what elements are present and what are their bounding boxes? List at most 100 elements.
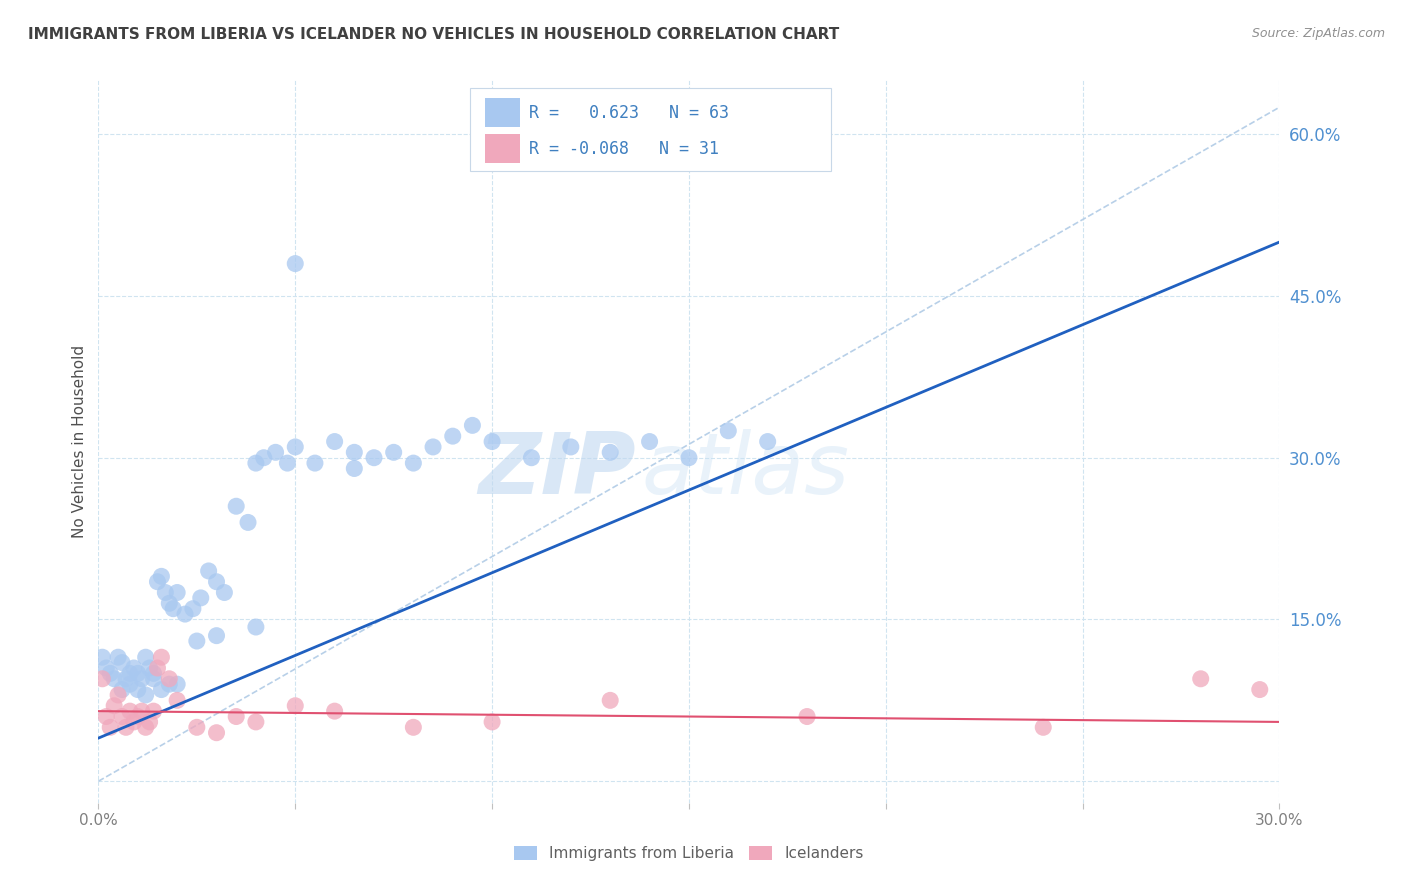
- Point: [146, 661, 169, 675]
- Point: [1032, 720, 1054, 734]
- Point: [142, 704, 165, 718]
- Text: IMMIGRANTS FROM LIBERIA VS ICELANDER NO VEHICLES IN HOUSEHOLD CORRELATION CHART: IMMIGRANTS FROM LIBERIA VS ICELANDER NO …: [28, 27, 839, 42]
- Point: [382, 445, 405, 459]
- Point: [91, 650, 114, 665]
- Point: [135, 720, 157, 734]
- Legend: Immigrants from Liberia, Icelanders: Immigrants from Liberia, Icelanders: [508, 840, 870, 867]
- Point: [236, 516, 259, 530]
- Point: [197, 564, 219, 578]
- Point: [150, 569, 173, 583]
- Point: [138, 714, 160, 729]
- Point: [422, 440, 444, 454]
- Point: [98, 720, 121, 734]
- Point: [186, 720, 208, 734]
- Point: [717, 424, 740, 438]
- Point: [363, 450, 385, 465]
- Point: [122, 714, 145, 729]
- Point: [157, 596, 180, 610]
- Point: [166, 677, 188, 691]
- Point: [142, 672, 165, 686]
- Point: [264, 445, 287, 459]
- Text: Source: ZipAtlas.com: Source: ZipAtlas.com: [1251, 27, 1385, 40]
- Point: [127, 682, 149, 697]
- Point: [107, 688, 129, 702]
- Point: [142, 666, 165, 681]
- Point: [284, 440, 307, 454]
- Point: [343, 461, 366, 475]
- Point: [135, 688, 157, 702]
- Point: [162, 601, 184, 615]
- Point: [284, 698, 307, 713]
- Point: [115, 672, 138, 686]
- Point: [115, 720, 138, 734]
- Point: [111, 656, 134, 670]
- Point: [599, 445, 621, 459]
- Point: [253, 450, 276, 465]
- Point: [245, 714, 267, 729]
- Point: [166, 693, 188, 707]
- Point: [135, 650, 157, 665]
- Point: [138, 661, 160, 675]
- Point: [481, 434, 503, 449]
- Point: [245, 620, 267, 634]
- Point: [1189, 672, 1212, 686]
- Point: [205, 629, 228, 643]
- Text: atlas: atlas: [641, 429, 849, 512]
- Point: [323, 434, 346, 449]
- Point: [284, 257, 307, 271]
- Point: [441, 429, 464, 443]
- Point: [150, 682, 173, 697]
- FancyBboxPatch shape: [485, 135, 520, 163]
- Point: [98, 666, 121, 681]
- Point: [157, 677, 180, 691]
- Point: [205, 574, 228, 589]
- Point: [155, 585, 177, 599]
- Text: R = -0.068   N = 31: R = -0.068 N = 31: [530, 140, 720, 158]
- FancyBboxPatch shape: [471, 87, 831, 170]
- Point: [103, 672, 125, 686]
- Point: [111, 682, 134, 697]
- Point: [225, 709, 247, 723]
- Point: [481, 714, 503, 729]
- Point: [756, 434, 779, 449]
- Point: [225, 500, 247, 514]
- Point: [131, 704, 153, 718]
- Point: [214, 585, 236, 599]
- Point: [96, 709, 118, 723]
- Point: [796, 709, 818, 723]
- Point: [96, 661, 118, 675]
- Point: [560, 440, 582, 454]
- Point: [678, 450, 700, 465]
- Y-axis label: No Vehicles in Household: No Vehicles in Household: [72, 345, 87, 538]
- Point: [245, 456, 267, 470]
- Point: [520, 450, 543, 465]
- Point: [146, 574, 169, 589]
- Point: [118, 666, 141, 681]
- Point: [127, 709, 149, 723]
- Point: [402, 456, 425, 470]
- Point: [599, 693, 621, 707]
- Point: [103, 698, 125, 713]
- Point: [205, 725, 228, 739]
- Point: [638, 434, 661, 449]
- Point: [131, 672, 153, 686]
- Point: [181, 601, 204, 615]
- Point: [190, 591, 212, 605]
- Point: [304, 456, 326, 470]
- Point: [157, 672, 180, 686]
- Text: ZIP: ZIP: [478, 429, 636, 512]
- Point: [107, 650, 129, 665]
- FancyBboxPatch shape: [485, 98, 520, 128]
- Point: [402, 720, 425, 734]
- Point: [91, 672, 114, 686]
- Point: [150, 650, 173, 665]
- Point: [186, 634, 208, 648]
- Point: [461, 418, 484, 433]
- Point: [122, 661, 145, 675]
- Point: [118, 704, 141, 718]
- Point: [111, 709, 134, 723]
- Point: [323, 704, 346, 718]
- Point: [1249, 682, 1271, 697]
- Point: [166, 585, 188, 599]
- Point: [127, 666, 149, 681]
